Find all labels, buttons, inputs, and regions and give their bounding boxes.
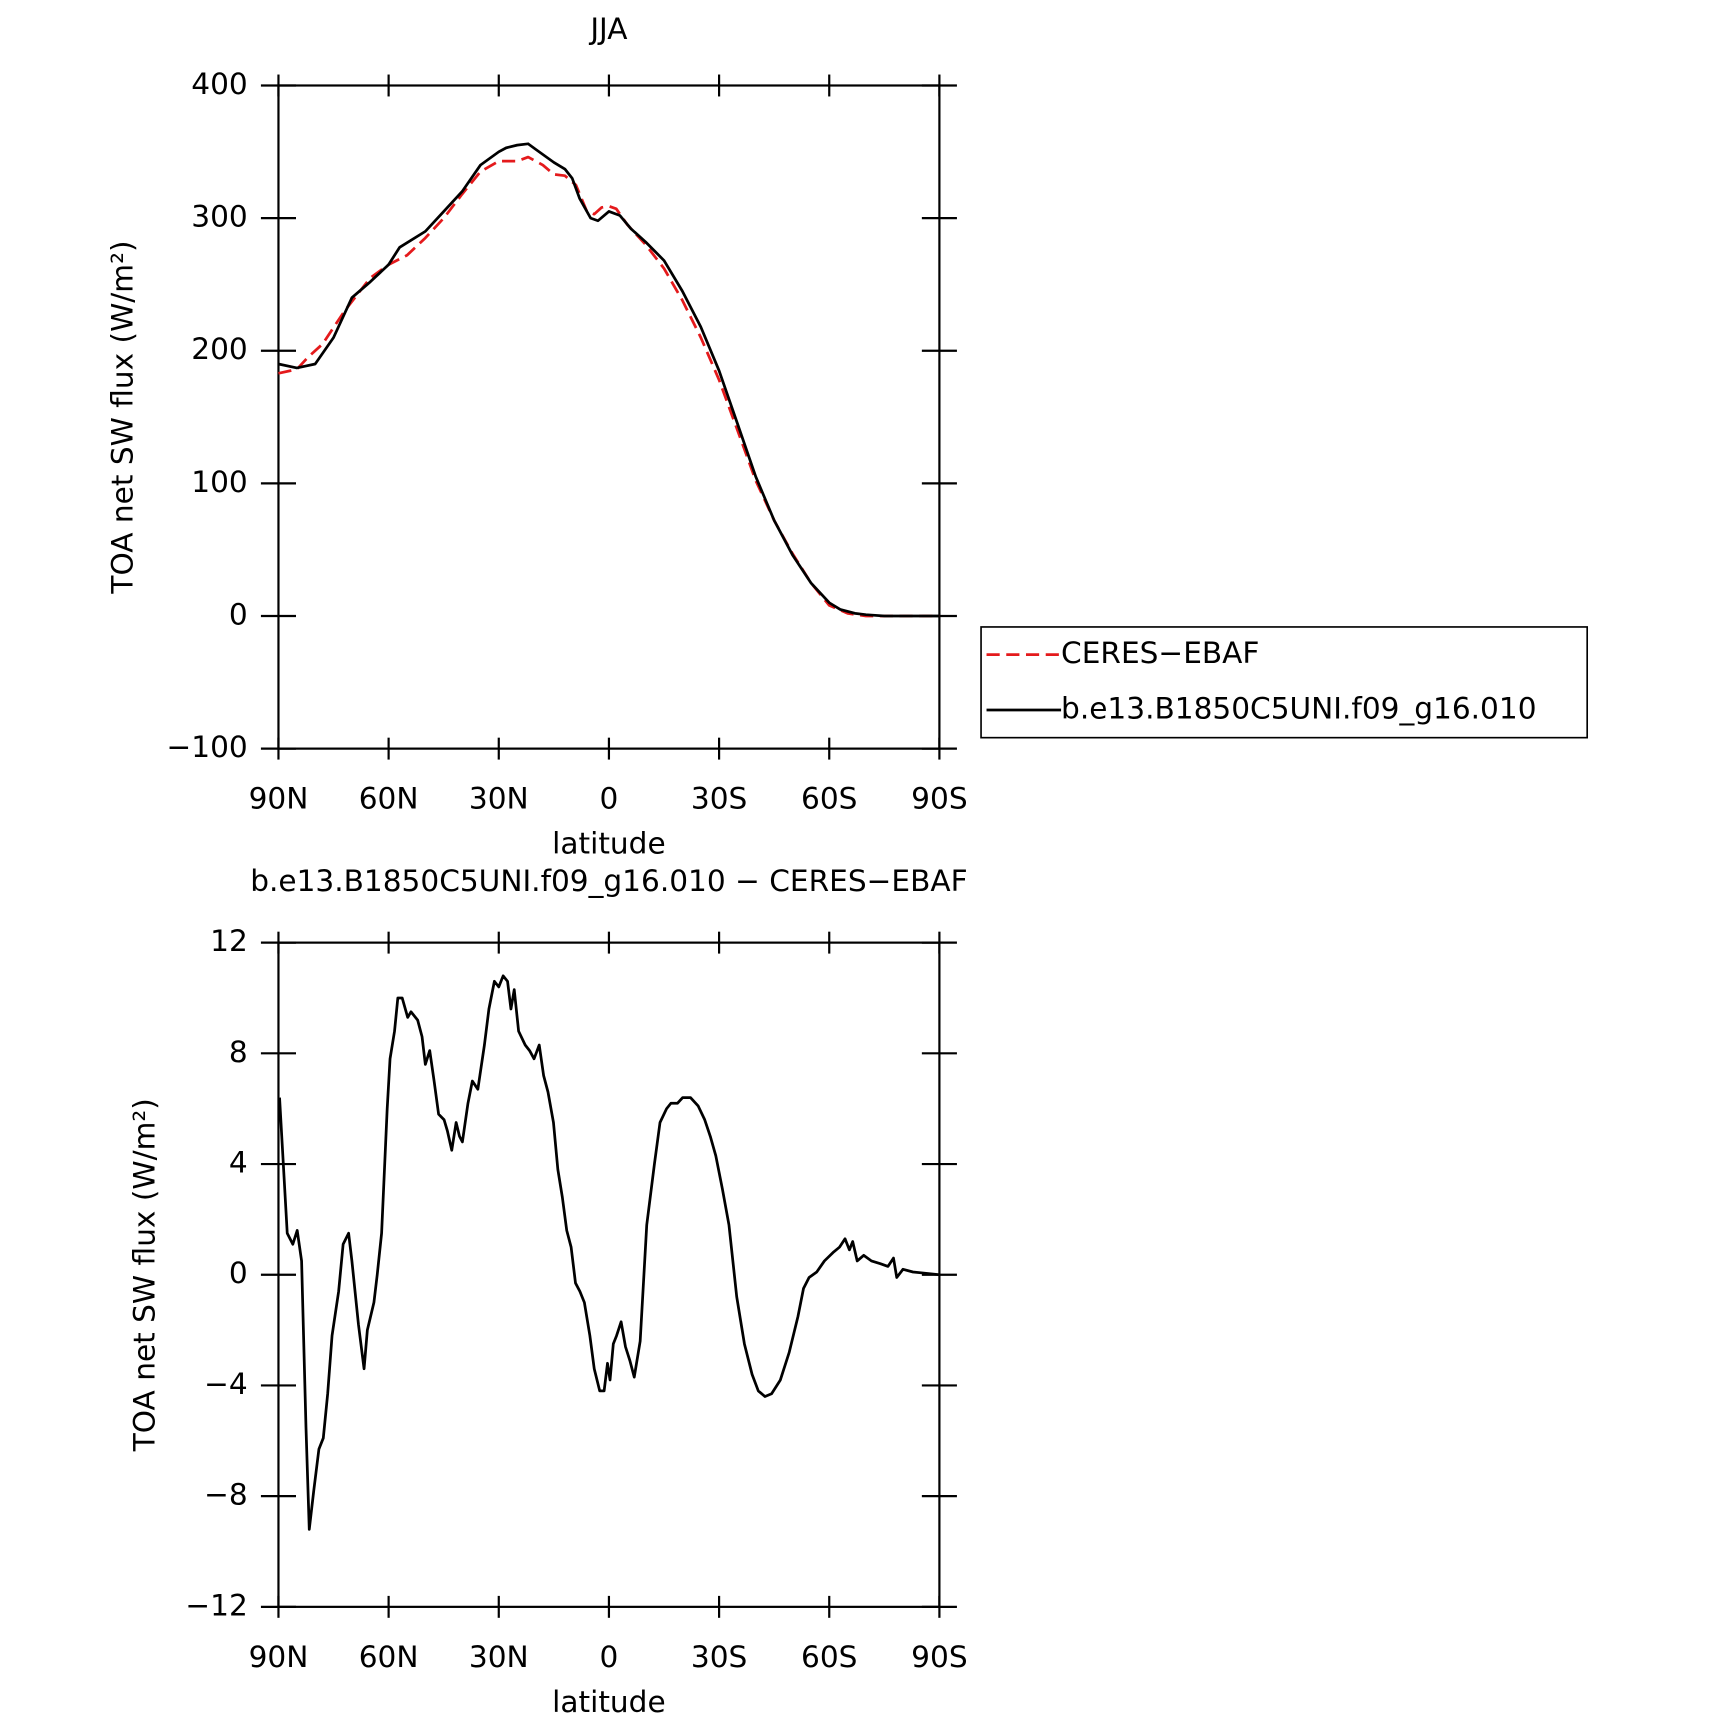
x-tick-label: 30S <box>691 782 747 816</box>
y-tick-label: 8 <box>229 1035 248 1069</box>
x-axis-label: latitude <box>552 1685 665 1719</box>
y-tick-label: −12 <box>185 1588 247 1622</box>
legend-box <box>980 626 1589 739</box>
y-tick-label: 12 <box>210 924 248 958</box>
x-tick-label: 90S <box>911 782 967 816</box>
chart-title: b.e13.B1850C5UNI.f09_g16.010 − CERES−EBA… <box>250 864 967 898</box>
y-axis-label: TOA net SW flux (W/m²) <box>105 241 139 595</box>
x-tick-label: 0 <box>600 782 619 816</box>
x-tick-label: 0 <box>600 1640 619 1674</box>
x-tick-label: 90N <box>249 782 309 816</box>
y-tick-label: −4 <box>204 1367 248 1401</box>
x-tick-label: 30N <box>469 782 529 816</box>
x-tick-label: 90N <box>249 1640 309 1674</box>
x-tick-label: 90S <box>911 1640 967 1674</box>
data-line <box>278 974 940 1531</box>
x-tick-label: 60N <box>359 1640 419 1674</box>
data-line <box>278 142 940 618</box>
y-tick-label: 200 <box>191 332 247 366</box>
chart-title: JJA <box>588 12 627 46</box>
x-tick-label: 30N <box>469 1640 529 1674</box>
y-axis-label: TOA net SW flux (W/m²) <box>127 1098 161 1452</box>
y-tick-label: 400 <box>191 67 247 101</box>
y-tick-label: −8 <box>204 1478 248 1512</box>
y-tick-label: 0 <box>229 597 248 631</box>
y-tick-label: 0 <box>229 1256 248 1290</box>
legend-label: b.e13.B1850C5UNI.f09_g16.010 <box>1061 691 1536 725</box>
x-tick-label: 60N <box>359 782 419 816</box>
legend-label: CERES−EBAF <box>1061 636 1259 670</box>
y-tick-label: 100 <box>191 465 247 499</box>
y-tick-label: 4 <box>229 1146 248 1180</box>
plot-frame <box>277 84 941 750</box>
x-tick-label: 60S <box>801 782 857 816</box>
y-tick-label: −100 <box>167 730 248 764</box>
x-tick-label: 30S <box>691 1640 747 1674</box>
data-line <box>278 155 940 618</box>
x-tick-label: 60S <box>801 1640 857 1674</box>
x-axis-label: latitude <box>552 827 665 861</box>
y-tick-label: 300 <box>191 200 247 234</box>
